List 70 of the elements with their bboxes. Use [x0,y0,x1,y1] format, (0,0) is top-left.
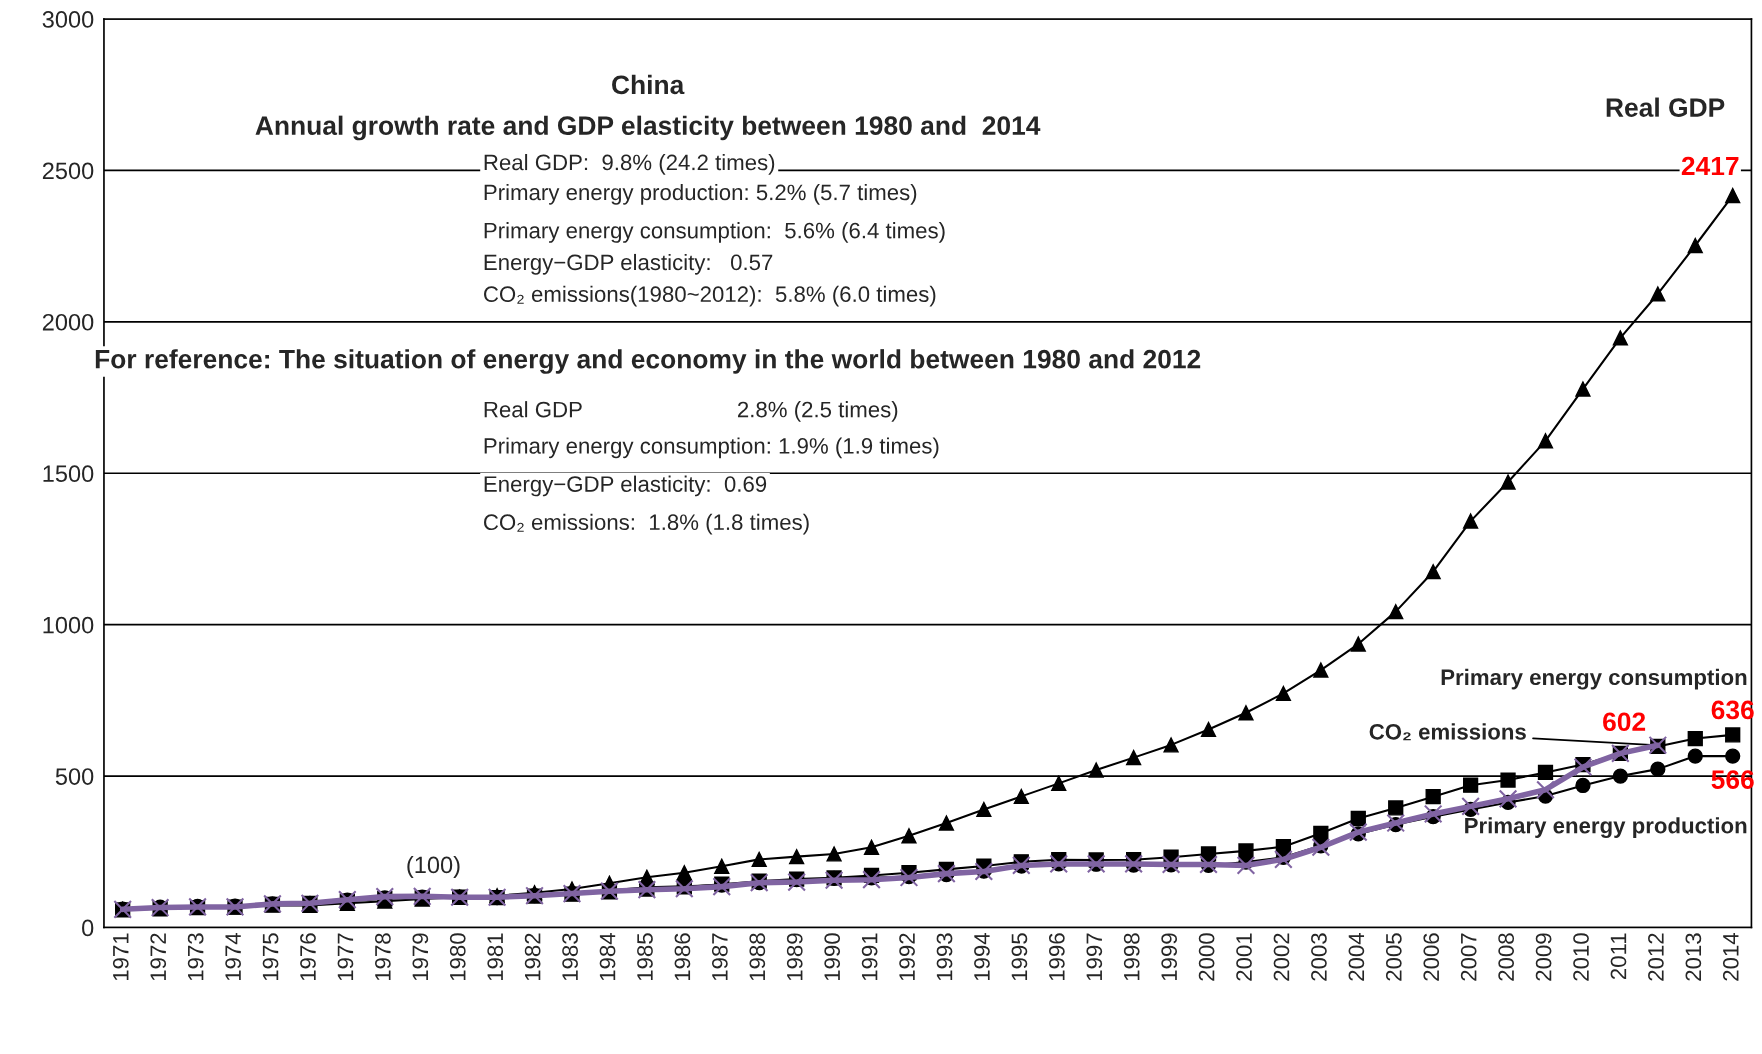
x-tick-label: 1992 [899,933,915,981]
x-tick-label: 2013 [1685,933,1702,981]
x-tick-label: 2007 [1460,933,1477,981]
x-tick-label: 2003 [1311,933,1327,981]
annotation: China [612,74,685,95]
x-tick-label: 1993 [936,933,953,981]
y-tick-label: 1500 [43,465,94,483]
x-tick-label: 1976 [300,933,316,981]
y-tick-label: 1000 [43,616,94,634]
y-tick-label: 0 [82,919,94,937]
annotation: Real GDP 2.8% (2.5 times) [484,401,898,422]
data-label: 602 [1603,712,1646,732]
x-tick-label: 1972 [150,933,167,981]
annotation: Primary energy consumption: 5.6% (6.4 times) [484,222,945,243]
x-tick-label: 1996 [1048,933,1065,981]
annotation: Primary energy production: 5.2% (5.7 times) [484,183,917,205]
annotation: For reference: The situation of energy and economy in the world between 1980 and 2012 [95,349,1201,374]
x-tick-label: 1998 [1123,933,1140,981]
x-tick-label: 2005 [1385,933,1402,981]
x-tick-label: 1997 [1086,933,1103,981]
x-tick-label: 1991 [861,933,878,981]
y-tick-label: 500 [55,768,94,785]
x-tick-label: 2001 [1236,933,1252,981]
annotation: Primary energy consumption: 1.9% (1.9 times) [484,437,939,459]
x-tick-label: 2011 [1610,933,1627,980]
x-tick-label: 2002 [1273,933,1290,981]
data-label: 2417 [1681,156,1739,176]
annotation: (100) [407,855,460,878]
series-label: CO₂ emissions [1369,723,1526,741]
x-tick-label: 1985 [637,933,653,981]
x-tick-label: 2008 [1498,933,1515,981]
x-tick-label: 2010 [1573,933,1589,981]
x-tick-label: 1983 [562,933,578,981]
text: Real GDP [1606,97,1725,117]
x-tick-label: 2006 [1423,933,1440,981]
series-label: Primary energy production [1465,817,1747,838]
x-tick-label: 1999 [1161,933,1178,981]
x-tick-label: 2014 [1722,933,1739,981]
x-tick-label: 1975 [262,933,279,981]
x-tick-label: 2004 [1348,933,1365,981]
x-tick-label: 1995 [1011,933,1028,981]
annotation: CO₂ emissions: 1.8% (1.8 times) [484,513,809,535]
x-tick-label: 1994 [974,933,990,981]
x-tick-label: 1973 [187,933,204,981]
x-tick-label: 2009 [1535,933,1552,981]
x-tick-label: 1977 [337,933,354,981]
annotation: Annual growth rate and GDP elasticity between 1980 and 2014 [255,115,1041,141]
annotation: CO₂ emissions(1980~2012): 5.8% (6.0 times) [484,285,936,307]
x-tick-label: 1982 [524,933,541,981]
x-tick-label: 1988 [749,933,766,981]
x-tick-label: 1978 [375,933,391,981]
x-tick-label: 1981 [487,933,504,981]
x-tick-label: 1990 [824,933,841,981]
y-tick-label: 2500 [42,162,94,180]
x-tick-label: 1974 [225,933,241,981]
x-tick-label: 1971 [112,933,129,981]
x-tick-label: 2000 [1198,933,1215,981]
annotation: Real GDP: 9.8% (24.2 times) [484,153,775,175]
y-tick-label: 3000 [42,11,94,28]
x-tick-label: 1987 [711,933,728,981]
series-label: Primary energy consumption [1441,668,1747,690]
annotation: Energy−GDP elasticity: 0.69 [484,475,767,497]
x-tick-label: 2012 [1648,933,1664,981]
x-tick-label: 1984 [599,933,616,981]
y-tick-label: 2000 [42,313,94,331]
x-tick-label: 1989 [786,933,803,981]
x-tick-label: 1979 [412,933,429,981]
x-tick-label: 1980 [449,933,466,981]
x-tick-label: 1986 [674,933,691,981]
annotation: Energy−GDP elasticity: 0.57 [484,253,773,275]
